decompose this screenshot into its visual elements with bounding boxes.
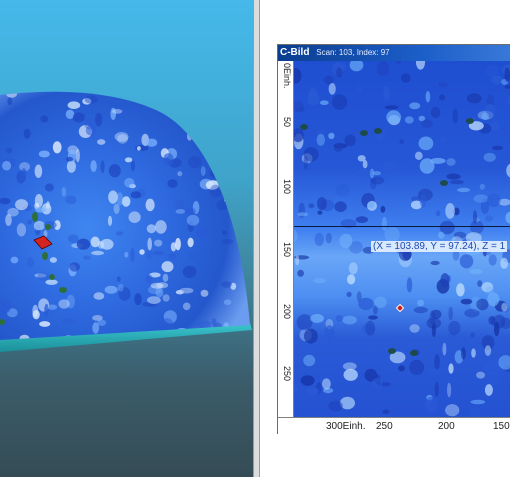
cscan-image[interactable] <box>294 61 510 417</box>
slab-edge <box>0 323 252 352</box>
y-axis-unit: 0Einh. <box>282 63 292 89</box>
right-panel: C-Bild Scan: 103, Index: 97 0Einh. 50 10… <box>260 0 510 477</box>
y-tick-label: 250 <box>282 366 292 382</box>
x-axis: 300Einh. 250 200 150 <box>278 417 510 435</box>
y-tick-label: 200 <box>282 304 292 320</box>
y-tick-label: 50 <box>282 117 292 128</box>
cursor-horizontal-line <box>294 226 510 227</box>
y-tick-label: 100 <box>282 179 292 195</box>
x-tick-label: 150 <box>493 421 510 432</box>
cscan-texture <box>294 61 510 417</box>
dome-surface <box>0 91 250 341</box>
cbild-scan-info: Scan: 103, Index: 97 <box>316 48 390 57</box>
3d-view-panel[interactable] <box>0 0 253 477</box>
x-tick-label: 300Einh. <box>326 421 366 432</box>
y-tick-label: 150 <box>282 242 292 258</box>
x-tick-label: 250 <box>376 421 393 432</box>
defect-markers <box>0 212 67 325</box>
selected-point-marker[interactable] <box>33 235 53 250</box>
cbild-window[interactable]: C-Bild Scan: 103, Index: 97 0Einh. 50 10… <box>277 44 510 435</box>
x-tick-label: 200 <box>438 421 455 432</box>
cbild-title: C-Bild <box>280 47 310 58</box>
panel-splitter[interactable] <box>253 0 260 477</box>
3d-surface-render[interactable] <box>0 0 253 477</box>
y-axis: 0Einh. 50 100 150 200 250 <box>278 61 294 417</box>
cbild-titlebar[interactable]: C-Bild Scan: 103, Index: 97 <box>278 45 510 61</box>
coordinate-readout: (X = 103.89, Y = 97.24), Z = 1 <box>371 241 508 252</box>
